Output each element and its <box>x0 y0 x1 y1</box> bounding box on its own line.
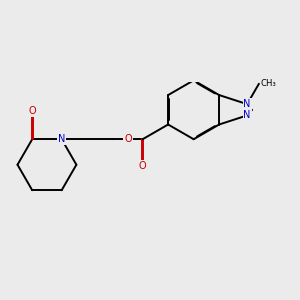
Text: N: N <box>244 110 251 120</box>
Text: O: O <box>28 106 36 116</box>
Text: CH₃: CH₃ <box>260 79 276 88</box>
Text: O: O <box>124 134 132 144</box>
Text: N: N <box>58 134 65 144</box>
Text: N: N <box>244 99 251 109</box>
Text: O: O <box>139 161 146 171</box>
